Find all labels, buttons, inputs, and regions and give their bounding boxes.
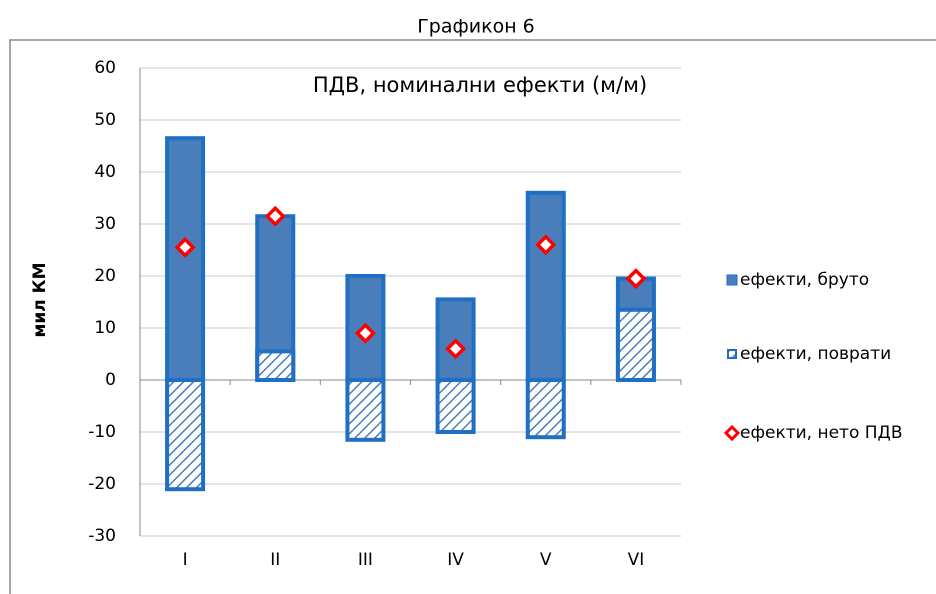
y-tick-label: 20: [94, 266, 116, 286]
legend-swatch: [723, 424, 741, 442]
x-tick-label: III: [358, 550, 373, 570]
x-tick-label: I: [183, 550, 188, 570]
bar: [165, 136, 206, 382]
y-tick-label: 30: [94, 214, 116, 234]
legend-label: ефекти, нето ПДВ: [740, 423, 903, 443]
hatched-bar: [165, 378, 206, 492]
y-tick-label: -20: [88, 474, 116, 494]
hatched-bar: [255, 349, 296, 382]
hatched-bar: [345, 378, 386, 442]
y-tick-label: 40: [94, 162, 116, 182]
marker: [535, 234, 557, 256]
marker: [354, 322, 376, 344]
x-tick-label: II: [270, 550, 280, 570]
y-tick-label: 60: [94, 58, 116, 78]
marker: [264, 205, 286, 227]
hatched-bar: [615, 307, 656, 382]
chart-title: Графикон 6: [417, 16, 535, 38]
hatched-bar: [525, 378, 566, 440]
marker: [625, 268, 647, 290]
legend-label: ефекти, поврати: [740, 344, 891, 364]
y-axis-label: мил КМ: [30, 263, 50, 338]
marker: [445, 338, 467, 360]
bar: [525, 190, 566, 382]
legend-swatch: [727, 349, 737, 359]
y-tick-label: -10: [88, 422, 116, 442]
marker: [174, 236, 196, 258]
legend-swatch: [726, 274, 738, 286]
chart-subtitle: ПДВ, номинални ефекти (м/м): [313, 73, 647, 97]
legend-label: ефекти, бруто: [740, 270, 869, 290]
y-tick-label: 0: [105, 370, 116, 390]
x-tick-label: IV: [447, 550, 464, 570]
y-tick-label: 50: [94, 110, 116, 130]
hatched-bar: [435, 378, 476, 434]
chart-frame: [9, 39, 936, 594]
x-tick-label: V: [540, 550, 552, 570]
y-tick-label: 10: [94, 318, 116, 338]
y-tick-label: -30: [88, 526, 116, 546]
x-tick-label: VI: [628, 550, 645, 570]
